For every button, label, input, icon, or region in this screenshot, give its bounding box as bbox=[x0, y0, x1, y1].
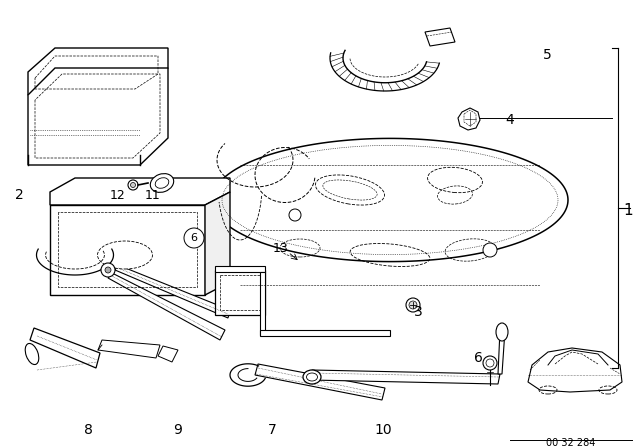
Text: 3: 3 bbox=[413, 305, 422, 319]
Circle shape bbox=[131, 182, 136, 188]
Text: 8: 8 bbox=[84, 423, 92, 437]
Circle shape bbox=[105, 267, 111, 273]
Polygon shape bbox=[255, 364, 385, 400]
Ellipse shape bbox=[25, 344, 39, 365]
Polygon shape bbox=[28, 48, 168, 95]
Polygon shape bbox=[28, 68, 168, 165]
Text: 6: 6 bbox=[474, 351, 483, 365]
Circle shape bbox=[128, 180, 138, 190]
Text: 7: 7 bbox=[268, 423, 276, 437]
Circle shape bbox=[486, 359, 494, 367]
Ellipse shape bbox=[303, 370, 321, 384]
Text: 13: 13 bbox=[272, 241, 288, 254]
Circle shape bbox=[483, 356, 497, 370]
Text: 5: 5 bbox=[543, 48, 552, 62]
Circle shape bbox=[289, 209, 301, 221]
Circle shape bbox=[101, 263, 115, 277]
Polygon shape bbox=[425, 28, 455, 46]
Polygon shape bbox=[458, 108, 480, 130]
Text: 2: 2 bbox=[15, 188, 24, 202]
Text: 00 32 284: 00 32 284 bbox=[547, 438, 596, 448]
Text: 4: 4 bbox=[506, 113, 515, 127]
Polygon shape bbox=[528, 348, 622, 392]
Circle shape bbox=[406, 298, 420, 312]
Ellipse shape bbox=[496, 323, 508, 341]
Ellipse shape bbox=[150, 173, 173, 192]
Text: 10: 10 bbox=[374, 423, 392, 437]
Text: 9: 9 bbox=[173, 423, 182, 437]
Circle shape bbox=[483, 243, 497, 257]
Polygon shape bbox=[310, 370, 500, 384]
Circle shape bbox=[409, 301, 417, 309]
Circle shape bbox=[184, 228, 204, 248]
Text: 1: 1 bbox=[623, 202, 633, 217]
Polygon shape bbox=[260, 330, 390, 336]
Text: 6: 6 bbox=[191, 233, 198, 243]
Polygon shape bbox=[212, 138, 568, 262]
Polygon shape bbox=[215, 266, 265, 272]
Polygon shape bbox=[115, 265, 230, 318]
Polygon shape bbox=[98, 340, 160, 358]
Polygon shape bbox=[30, 328, 100, 368]
Polygon shape bbox=[215, 270, 265, 315]
Polygon shape bbox=[498, 330, 505, 374]
Polygon shape bbox=[50, 205, 205, 295]
Ellipse shape bbox=[97, 241, 152, 269]
Ellipse shape bbox=[156, 178, 169, 188]
Text: 12: 12 bbox=[110, 189, 126, 202]
Text: 11: 11 bbox=[145, 189, 161, 202]
Polygon shape bbox=[205, 192, 230, 295]
Polygon shape bbox=[50, 178, 230, 205]
Polygon shape bbox=[158, 346, 178, 362]
Polygon shape bbox=[108, 273, 225, 340]
Polygon shape bbox=[260, 272, 265, 335]
